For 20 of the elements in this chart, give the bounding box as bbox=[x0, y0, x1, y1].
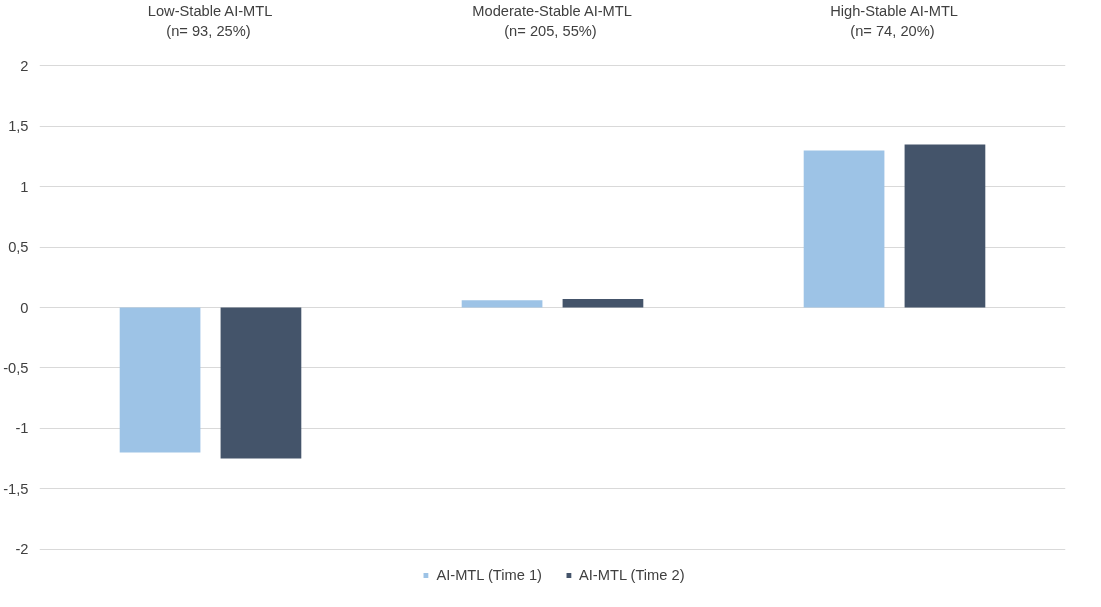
legend-label: AI-MTL (Time 2) bbox=[579, 567, 685, 583]
bar bbox=[461, 300, 543, 308]
y-tick-label: -1 bbox=[15, 420, 29, 437]
y-tick-label: 1,5 bbox=[8, 118, 29, 135]
x-tick-label: High-Stable AI-MTL (n= 74, 20%) bbox=[830, 3, 959, 39]
bar bbox=[119, 307, 201, 453]
x-tick-label: Low-Stable AI-MTL (n= 93, 25%) bbox=[147, 3, 273, 39]
y-tick-label: -2 bbox=[15, 541, 29, 558]
bar bbox=[904, 144, 986, 308]
y-tick-label: -1,5 bbox=[3, 480, 29, 497]
y-tick-label: 2 bbox=[20, 57, 29, 74]
y-tick-label: -0,5 bbox=[3, 359, 29, 376]
bar bbox=[562, 299, 644, 308]
x-tick-label: Moderate-Stable AI-MTL (n= 205, 55%) bbox=[472, 3, 632, 39]
y-tick-label: 0,5 bbox=[8, 239, 29, 256]
legend-label: AI-MTL (Time 1) bbox=[436, 567, 542, 583]
bar bbox=[220, 307, 302, 459]
bar bbox=[803, 150, 885, 308]
y-tick-label: 1 bbox=[20, 178, 29, 195]
y-tick-label: 0 bbox=[20, 299, 29, 316]
